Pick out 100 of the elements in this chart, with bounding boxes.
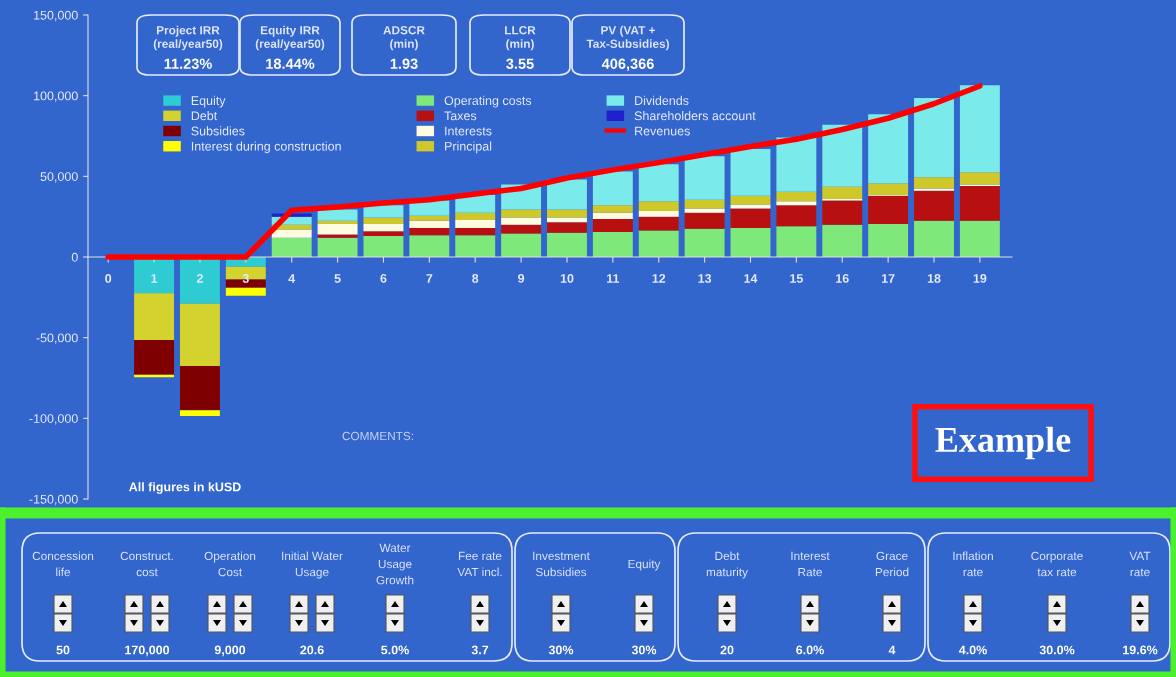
bar	[638, 164, 679, 202]
bar	[822, 186, 863, 199]
bar	[271, 229, 312, 238]
bar	[317, 220, 358, 224]
legend-label: Equity	[191, 95, 226, 108]
bar	[776, 137, 817, 192]
text: 20.6	[300, 645, 324, 655]
bar	[134, 293, 175, 341]
legend-label: Shareholders account	[634, 111, 756, 121]
x-tick-label: 8	[472, 274, 479, 283]
bar	[363, 205, 404, 218]
bar	[134, 340, 175, 375]
bar	[592, 171, 633, 206]
x-tick-label: 6	[380, 274, 387, 283]
text: Concession life	[32, 551, 94, 577]
bar	[455, 212, 496, 220]
text: 6.0%	[796, 645, 824, 655]
annotation: PV (VAT + Tax-Subsidies) 406,366	[586, 25, 669, 72]
bar	[317, 223, 358, 235]
text: Investment Subsidies	[533, 551, 590, 577]
text: Construct. cost	[120, 551, 173, 577]
x-tick-label: 15	[790, 274, 803, 283]
bar	[638, 230, 679, 257]
annotation: Project IRR (real/year50) 11.23%	[153, 25, 223, 69]
annotation: Equity IRR (real/year50) 18.44%	[255, 25, 325, 69]
bar	[638, 216, 679, 231]
bar	[547, 232, 587, 257]
legend-label: Debt	[191, 111, 218, 121]
text: Initial Water Usage	[282, 551, 343, 579]
text: Interest Rate	[791, 551, 830, 577]
bar	[501, 217, 542, 225]
x-tick-label: 12	[652, 274, 666, 283]
bar	[868, 195, 909, 224]
x-tick-label: 11	[607, 274, 620, 283]
annotation: COMMENTS:	[342, 431, 413, 441]
bar	[730, 208, 771, 228]
text: 5.0%	[381, 645, 409, 655]
y-tick-label: 50,000	[40, 172, 78, 183]
bar	[822, 200, 863, 225]
bar	[822, 124, 863, 187]
bar	[959, 85, 1000, 173]
x-tick-label: 1	[151, 274, 158, 283]
bar	[179, 257, 220, 304]
x-tick-label: 13	[698, 274, 712, 283]
y-tick-label: 100,000	[34, 91, 78, 102]
bar	[730, 148, 771, 196]
legend-label: Interests	[445, 126, 492, 136]
legend-label: Operating costs	[444, 95, 532, 108]
annotation: Example	[935, 426, 1071, 460]
bar	[409, 215, 450, 221]
bar	[684, 228, 725, 257]
bar	[592, 205, 633, 213]
bar	[363, 231, 404, 237]
y-tick-label: -50,000	[36, 333, 78, 344]
bar	[638, 211, 679, 217]
bar	[868, 114, 909, 184]
text: 30.0%	[1039, 645, 1075, 655]
bar	[914, 220, 954, 257]
bar	[409, 227, 450, 236]
bar	[684, 212, 725, 229]
bar	[730, 195, 771, 205]
y-tick-label: -100,000	[29, 414, 78, 425]
bar	[547, 179, 587, 210]
text: Fee rate VAT incl.	[457, 551, 502, 577]
x-tick-label: 2	[196, 274, 203, 283]
text: 3.7	[471, 645, 489, 655]
y-tick-label: 150,000	[34, 10, 78, 22]
x-tick-label: 17	[881, 274, 895, 283]
x-tick-label: 5	[334, 274, 341, 283]
text: Inflation rate	[953, 551, 993, 577]
bar	[914, 177, 954, 189]
text: 30%	[548, 645, 574, 655]
legend-label: Taxes	[444, 111, 477, 121]
bar	[914, 190, 954, 221]
bar	[592, 219, 633, 232]
bar	[638, 201, 679, 212]
legend-label: Principal	[445, 141, 492, 154]
bar	[317, 237, 358, 257]
bar	[730, 227, 771, 257]
text: Corporate tax rate	[1031, 551, 1083, 577]
legend-label: Revenues	[635, 126, 690, 136]
bar	[684, 156, 725, 200]
bar	[547, 222, 587, 233]
bar	[684, 208, 725, 213]
bar	[179, 365, 220, 411]
bar	[363, 217, 404, 224]
text: Water Usage Growth	[376, 543, 414, 585]
bar	[363, 236, 404, 257]
bar	[914, 98, 954, 178]
bar	[868, 223, 909, 257]
x-tick-label: 0	[105, 274, 112, 283]
text: 19.6%	[1123, 645, 1158, 655]
bar	[684, 199, 725, 209]
bar	[868, 183, 909, 195]
bar	[959, 220, 1000, 257]
y-tick-label: -150,000	[29, 494, 78, 506]
bar	[409, 235, 450, 257]
bar	[501, 233, 542, 257]
x-tick-label: 19	[973, 274, 987, 283]
bar	[363, 223, 404, 232]
